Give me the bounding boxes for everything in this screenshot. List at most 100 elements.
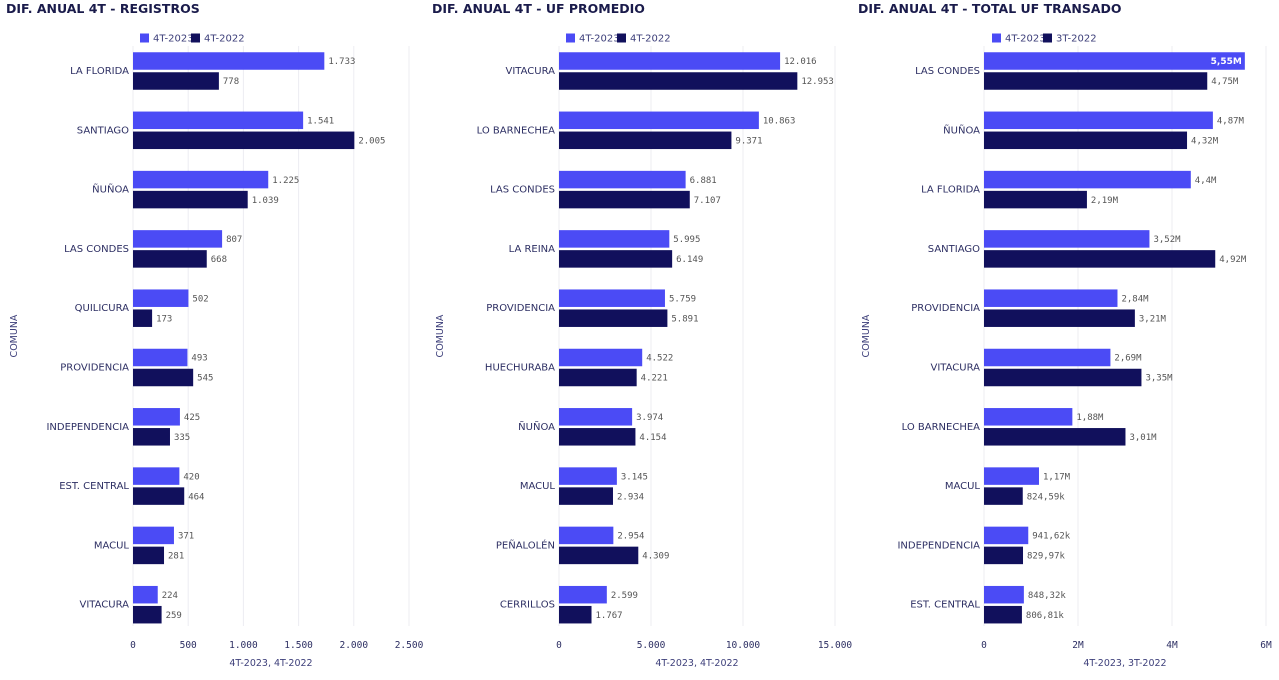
bar-series-2 (133, 190, 248, 209)
legend-label-2: 3T-2022 (1056, 34, 1097, 45)
legend-swatch-2 (191, 33, 200, 43)
x-tick-label: 1.500 (284, 640, 313, 651)
data-label-series-1: 371 (178, 532, 194, 542)
category-label: VITACURA (80, 600, 130, 611)
data-label-series-1: 12.016 (784, 57, 817, 67)
data-label-series-1: 1.541 (307, 117, 334, 127)
data-label-series-1: 2.599 (611, 591, 638, 601)
data-label-series-1: 10.863 (763, 117, 796, 127)
chart-registros-svg: DIF. ANUAL 4T - REGISTROS 4T-2023 4T-2022 0… (6, 1, 424, 669)
bar-series-1 (133, 585, 158, 604)
data-label-series-1: 807 (226, 235, 242, 245)
x-tick-label: 500 (180, 640, 197, 651)
category-label: LAS CONDES (915, 66, 980, 77)
bar-series-1 (984, 289, 1118, 307)
bar-series-1 (559, 289, 665, 307)
category-label: MACUL (94, 540, 130, 551)
category-label: ÑUÑOA (92, 183, 129, 196)
x-tick-label: 1.000 (229, 640, 258, 651)
data-label-series-1: 2.954 (617, 532, 644, 542)
data-label-series-1: 5,55M (1211, 57, 1242, 67)
data-label-series-2: 3,01M (1129, 433, 1157, 443)
bar-series-2 (984, 605, 1022, 624)
bar-series-2 (984, 72, 1208, 90)
category-label: SANTIAGO (928, 244, 980, 255)
bar-series-1 (559, 467, 617, 485)
data-label-series-2: 3,35M (1145, 374, 1173, 384)
bar-series-1 (133, 348, 188, 367)
bar-series-1 (133, 289, 189, 307)
bar-series-2 (133, 546, 165, 565)
data-label-series-1: 502 (192, 294, 208, 304)
data-label-series-2: 4,75M (1211, 77, 1239, 87)
chart-title: DIF. ANUAL 4T - REGISTROS (6, 1, 200, 16)
x-tick-label: 0 (981, 640, 987, 651)
legend-label-1: 4T-2023 (579, 34, 620, 45)
bar-series-1 (133, 52, 325, 70)
data-label-series-2: 829,97k (1027, 552, 1066, 562)
category-label: SANTIAGO (77, 125, 129, 136)
bar-series-1 (133, 170, 269, 189)
x-tick-label: 0 (130, 640, 136, 651)
data-label-series-2: 7.107 (694, 196, 721, 206)
data-label-series-1: 4,4M (1195, 176, 1217, 186)
bar-series-2 (133, 605, 162, 624)
data-label-series-1: 4,87M (1217, 117, 1245, 127)
x-tick-label: 2.000 (339, 640, 368, 651)
category-label: MACUL (520, 481, 556, 492)
chart-total-uf-transado-svg: DIF. ANUAL 4T - TOTAL UF TRANSADO 4T-2023… (858, 1, 1272, 669)
data-label-series-2: 6.149 (676, 255, 703, 265)
bar-series-1 (984, 348, 1111, 367)
category-label: LO BARNECHEA (477, 125, 556, 136)
bar-series-1 (133, 526, 174, 545)
data-label-series-1: 420 (183, 472, 199, 482)
bar-series-2 (133, 428, 170, 446)
data-label-series-1: 6.881 (690, 176, 717, 186)
chart-title: DIF. ANUAL 4T - UF PROMEDIO (432, 1, 645, 16)
category-label: PROVIDENCIA (486, 303, 555, 314)
data-label-series-1: 848,32k (1028, 591, 1067, 601)
data-label-series-2: 4.309 (642, 552, 669, 562)
data-label-series-1: 493 (191, 354, 207, 364)
bar-series-1 (984, 526, 1029, 545)
bar-series-2 (559, 250, 673, 268)
category-label: QUILICURA (75, 303, 130, 314)
data-label-series-2: 4,92M (1219, 255, 1247, 265)
legend-swatch-1 (566, 33, 575, 43)
data-label-series-2: 3,21M (1139, 314, 1167, 324)
bar-series-2 (133, 487, 185, 505)
legend-label-1: 4T-2023 (1005, 34, 1046, 45)
chart-registros: DIF. ANUAL 4T - REGISTROS 4T-2023 4T-2022 0… (0, 0, 426, 680)
category-label: LA REINA (509, 244, 556, 255)
y-axis-title: COMUNA (435, 314, 446, 357)
category-label: ÑUÑOA (943, 123, 980, 136)
data-label-series-2: 2.934 (617, 492, 644, 502)
x-tick-label: 6M (1260, 640, 1272, 651)
x-tick-label: 5.000 (637, 640, 666, 651)
category-label: PROVIDENCIA (60, 363, 129, 374)
data-label-series-1: 5.759 (669, 294, 696, 304)
bar-series-2 (559, 487, 613, 505)
data-label-series-1: 3.974 (636, 413, 663, 423)
bar-series-1 (984, 170, 1191, 189)
chart-uf-promedio-svg: DIF. ANUAL 4T - UF PROMEDIO 4T-2023 4T-202… (432, 1, 852, 669)
category-label: HUECHURABA (485, 363, 555, 374)
data-label-series-1: 3.145 (621, 472, 648, 482)
category-label: LO BARNECHEA (902, 422, 981, 433)
data-label-series-2: 259 (166, 611, 182, 621)
y-axis-title: COMUNA (861, 314, 872, 357)
bar-series-1 (984, 52, 1245, 70)
bar-series-1 (559, 348, 643, 367)
data-label-series-2: 9.371 (735, 137, 762, 147)
data-label-series-2: 4,32M (1191, 137, 1219, 147)
data-label-series-2: 545 (197, 374, 213, 384)
bar-series-1 (984, 585, 1024, 604)
bar-series-1 (559, 585, 607, 604)
bar-series-1 (984, 408, 1073, 426)
x-axis-title: 4T-2023, 3T-2022 (1083, 658, 1166, 669)
bar-series-1 (559, 408, 633, 426)
data-label-series-2: 464 (188, 492, 204, 502)
category-label: PROVIDENCIA (911, 303, 980, 314)
category-label: LAS CONDES (490, 185, 555, 196)
bar-series-2 (559, 546, 639, 565)
